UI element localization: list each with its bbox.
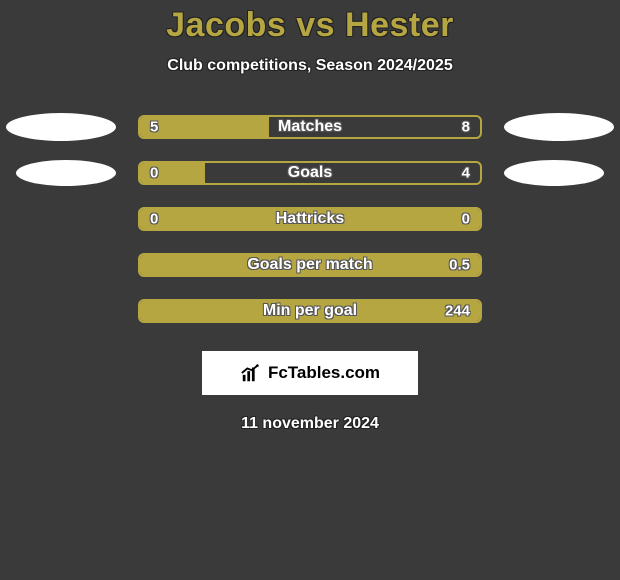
stat-value-right: 0.5 (449, 257, 470, 274)
stat-bar: 5 Matches 8 (138, 115, 482, 139)
stat-row-goals: 0 Goals 4 (0, 161, 620, 185)
stat-value-right: 8 (462, 119, 470, 136)
stat-value-right: 4 (462, 165, 470, 182)
brand-text: FcTables.com (268, 363, 380, 383)
stat-label: Matches (140, 118, 480, 136)
stat-label: Goals (140, 164, 480, 182)
stat-value-right: 0 (462, 211, 470, 228)
stat-rows: 5 Matches 8 0 Goals 4 0 Hattricks 0 (0, 115, 620, 323)
brand-box: FcTables.com (202, 351, 418, 395)
date-label: 11 november 2024 (241, 415, 379, 433)
player-left-oval (6, 113, 116, 141)
subtitle: Club competitions, Season 2024/2025 (167, 57, 452, 75)
stat-value-right: 244 (445, 303, 470, 320)
stat-label: Goals per match (140, 256, 480, 274)
stat-bar: 0 Hattricks 0 (138, 207, 482, 231)
stat-bar: Min per goal 244 (138, 299, 482, 323)
stat-row-goals-per-match: Goals per match 0.5 (0, 253, 620, 277)
stat-row-min-per-goal: Min per goal 244 (0, 299, 620, 323)
stat-row-hattricks: 0 Hattricks 0 (0, 207, 620, 231)
stat-row-matches: 5 Matches 8 (0, 115, 620, 139)
player-right-oval (504, 160, 604, 186)
page-title: Jacobs vs Hester (166, 6, 454, 45)
stat-label: Min per goal (140, 302, 480, 320)
stat-bar: Goals per match 0.5 (138, 253, 482, 277)
player-left-oval (16, 160, 116, 186)
stat-label: Hattricks (140, 210, 480, 228)
stat-bar: 0 Goals 4 (138, 161, 482, 185)
chart-icon (240, 362, 262, 384)
player-right-oval (504, 113, 614, 141)
